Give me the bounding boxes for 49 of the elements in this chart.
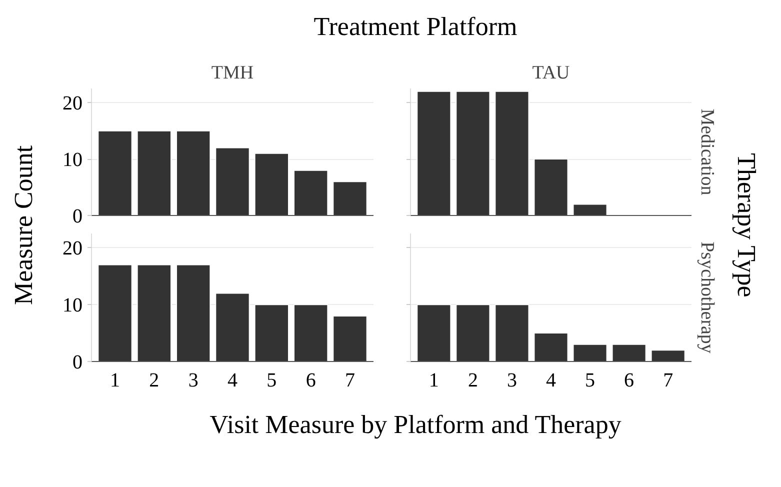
y2-axis-title: Psychotherapy	[696, 242, 718, 354]
bar	[136, 264, 172, 362]
x-tick-label: 3	[506, 370, 517, 392]
bar	[293, 170, 328, 216]
bar	[215, 147, 250, 216]
bar	[332, 181, 368, 216]
y-tick-label: 10	[62, 294, 82, 317]
x-tick-label: 4	[546, 370, 556, 392]
chart-title: TMH	[211, 62, 254, 84]
bar	[650, 350, 686, 362]
x-tick-label: 5	[585, 370, 596, 392]
bar	[176, 130, 211, 216]
x-tick-label: 2	[149, 370, 160, 392]
text: Therapy Type	[731, 152, 762, 298]
bar	[176, 264, 211, 362]
bar	[98, 264, 132, 362]
x-tick-label: 2	[468, 370, 478, 392]
text: Treatment Platform	[314, 11, 518, 43]
y-tick-label: 10	[62, 149, 82, 172]
bar	[416, 304, 452, 362]
bar	[572, 344, 608, 362]
y-tick-label: 0	[72, 206, 82, 228]
bar	[456, 304, 490, 362]
bar	[293, 304, 328, 362]
y2-axis-title: Medication	[696, 108, 718, 196]
x-tick-label: 7	[345, 370, 355, 392]
bar	[98, 130, 132, 216]
bar	[494, 304, 530, 362]
x-axis-title: Visit Measure by Platform and Therapy	[210, 409, 622, 441]
bar	[612, 344, 646, 362]
y-tick-label: 20	[62, 92, 82, 115]
bar	[332, 315, 368, 362]
x-tick-label: 7	[663, 370, 674, 392]
y-tick-label: 20	[62, 238, 82, 260]
x-tick-label: 1	[110, 370, 120, 392]
x-tick-label: 6	[624, 370, 634, 392]
bar	[534, 332, 568, 362]
x-tick-label: 6	[306, 370, 316, 392]
chart-title: TAU	[532, 62, 570, 84]
y-tick-label: 0	[72, 352, 82, 374]
x-tick-label: 5	[266, 370, 277, 392]
bar	[254, 152, 290, 216]
x-tick-label: 3	[188, 370, 198, 392]
bar	[215, 292, 250, 362]
x-tick-label: 4	[228, 370, 238, 392]
bar	[136, 130, 172, 216]
y-axis-title: Measure Count	[8, 145, 39, 305]
bar	[254, 304, 290, 362]
x-tick-label: 1	[428, 370, 439, 392]
